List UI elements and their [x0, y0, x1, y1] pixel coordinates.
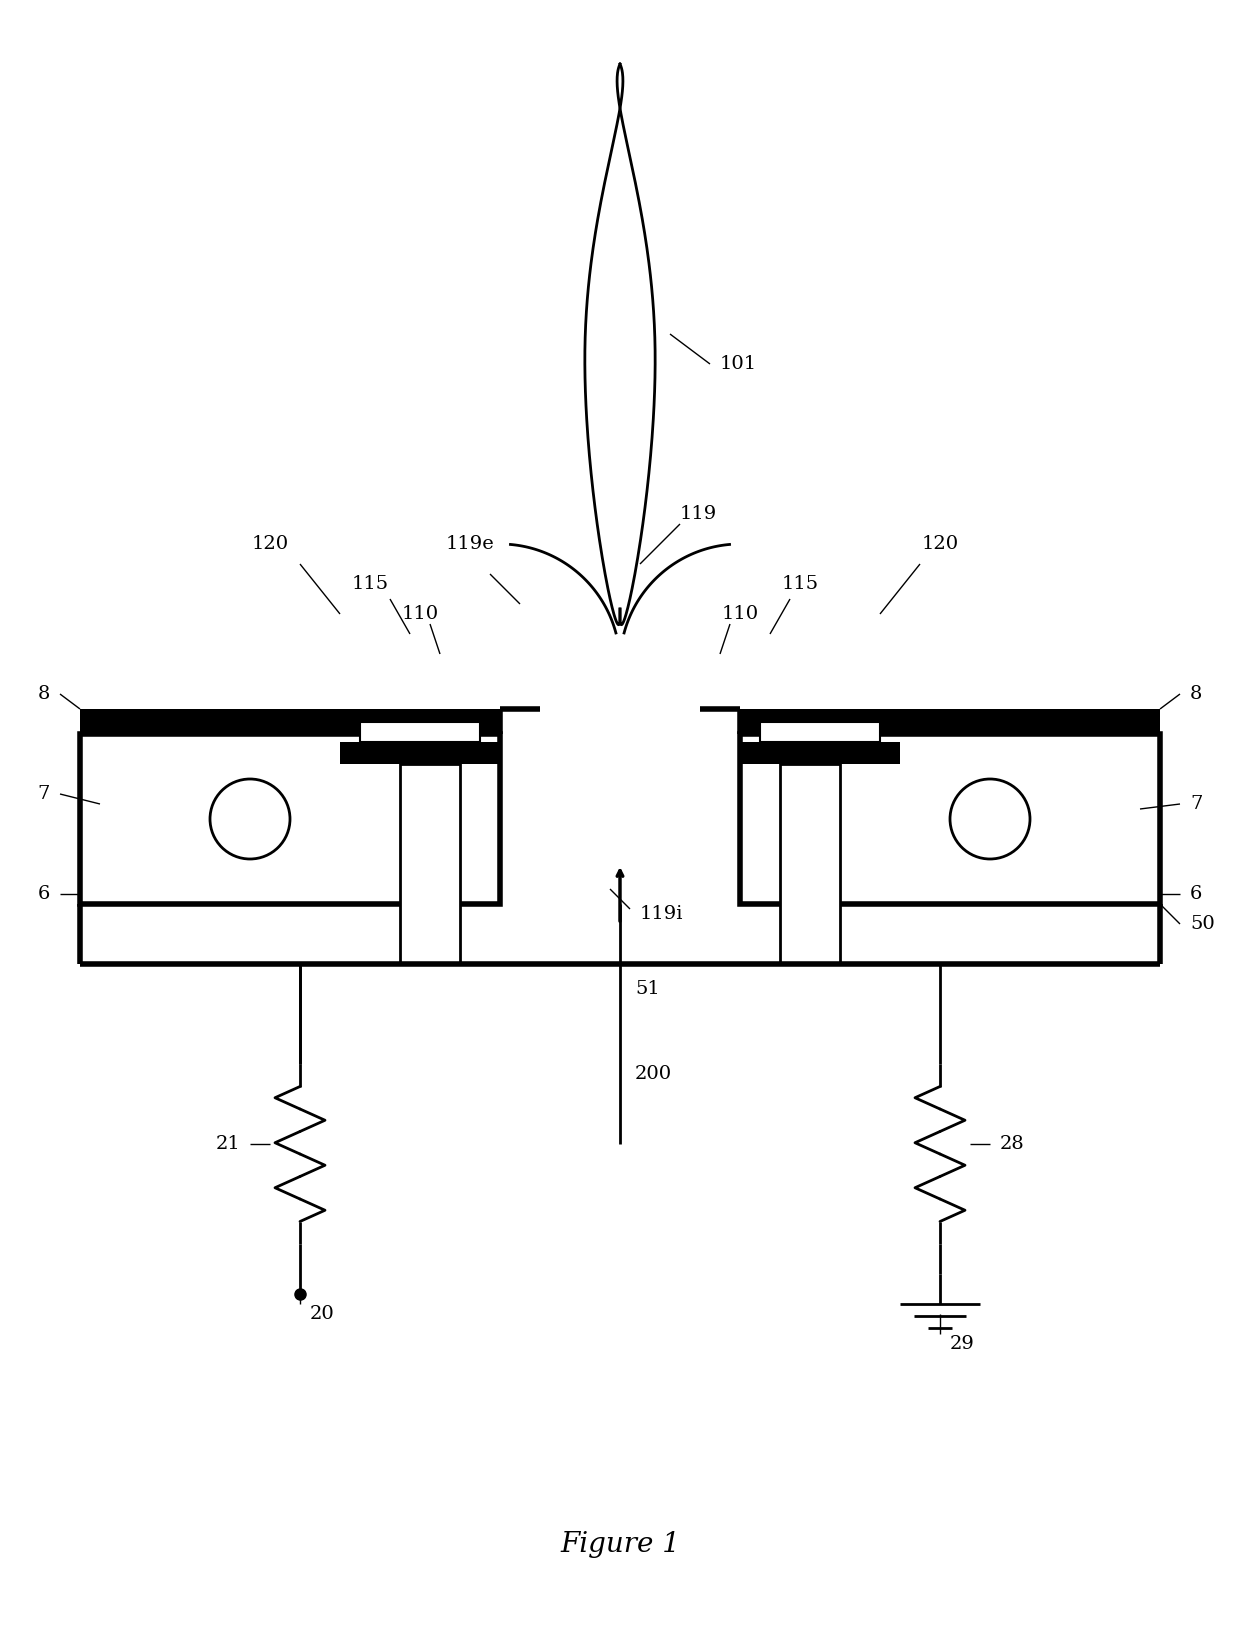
Text: 120: 120 [252, 534, 289, 552]
Text: 119i: 119i [640, 904, 683, 922]
Bar [360, 722, 480, 741]
Bar [740, 741, 900, 764]
Text: 51: 51 [635, 980, 660, 998]
Text: Figure 1: Figure 1 [560, 1531, 680, 1557]
Bar [760, 722, 880, 741]
Bar [81, 709, 500, 733]
Text: 115: 115 [351, 575, 388, 593]
Text: 7: 7 [1190, 796, 1203, 814]
Bar [81, 733, 500, 904]
Text: 7: 7 [37, 784, 50, 802]
Text: 200: 200 [635, 1065, 672, 1083]
Text: 119e: 119e [445, 534, 495, 552]
Text: 21: 21 [216, 1134, 241, 1152]
Text: 20: 20 [310, 1305, 335, 1323]
Bar [370, 712, 470, 722]
Text: 50: 50 [1190, 916, 1215, 934]
Text: 115: 115 [781, 575, 818, 593]
Text: 28: 28 [999, 1134, 1024, 1152]
Text: 8: 8 [37, 686, 50, 704]
Text: 119: 119 [680, 505, 717, 523]
Bar [740, 709, 1159, 733]
Text: 101: 101 [720, 355, 758, 373]
Text: 6: 6 [1190, 884, 1203, 903]
Bar [780, 764, 839, 963]
Text: 29: 29 [950, 1335, 975, 1353]
Bar [770, 712, 870, 722]
Text: 110: 110 [402, 605, 439, 623]
Bar [340, 741, 500, 764]
Bar [740, 733, 1159, 904]
Text: 8: 8 [1190, 686, 1203, 704]
Text: 6: 6 [37, 884, 50, 903]
Bar [401, 764, 460, 963]
Text: 110: 110 [722, 605, 759, 623]
Text: 120: 120 [921, 534, 959, 552]
